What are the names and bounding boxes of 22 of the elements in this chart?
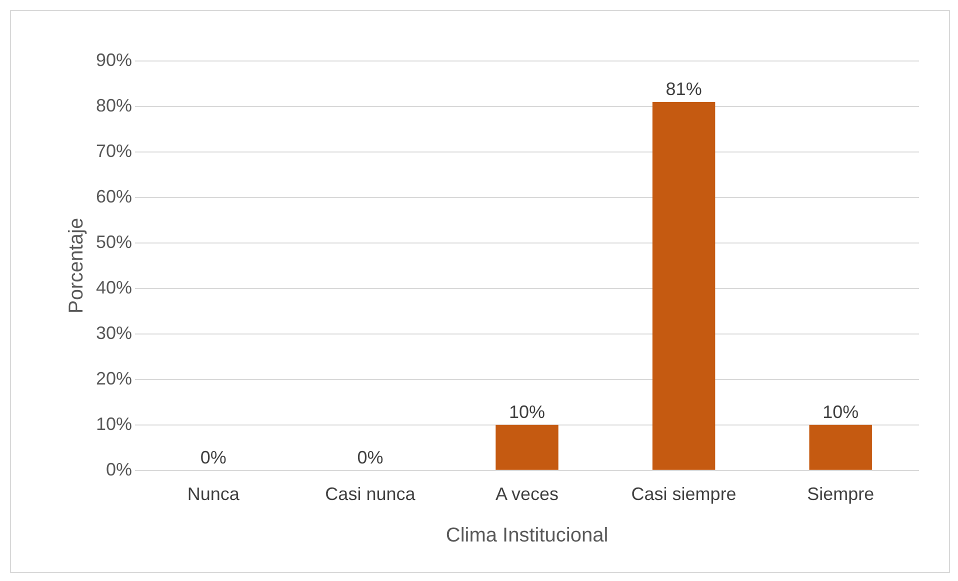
y-tick-label: 20% [96,368,132,388]
data-label: 0% [200,447,226,468]
data-label: 0% [357,447,384,468]
data-label: 81% [666,78,702,99]
y-tick-label: 70% [96,140,132,161]
y-tick-label: 10% [96,414,132,434]
y-tick-label: 90% [96,50,132,70]
y-tick-label: 60% [96,186,132,206]
x-tick-label: A veces [495,484,559,504]
y-tick-label: 80% [96,95,132,116]
x-tick-label: Siempre [807,484,874,504]
y-tick-label: 40% [96,277,132,298]
data-label: 10% [509,402,546,422]
y-axis-title: Porcentaje [66,218,88,314]
x-tick-label: Casi nunca [325,484,416,504]
x-axis-title: Clima Institucional [446,524,608,547]
data-label: 10% [822,402,859,422]
y-tick-label: 0% [106,459,132,480]
x-tick-label: Casi siempre [631,484,736,504]
x-tick-label: Nunca [187,484,240,504]
y-tick-label: 50% [96,232,132,252]
y-tick-label: 30% [96,322,132,343]
